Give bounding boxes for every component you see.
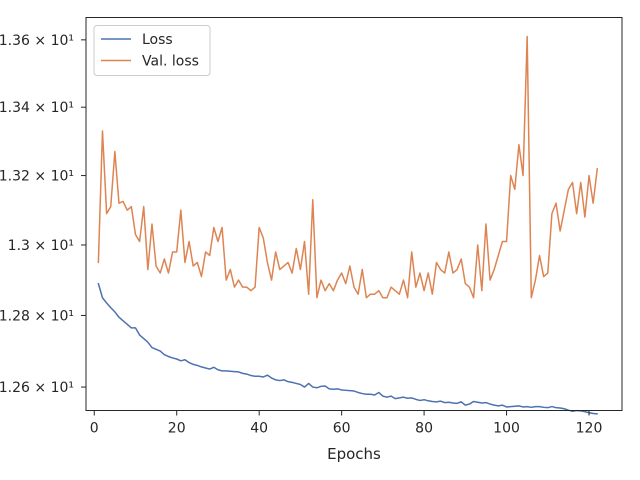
x-tick-label: 20 — [168, 421, 186, 437]
x-tick-label: 0 — [90, 421, 99, 437]
y-tick-label: 1.32 × 10¹ — [0, 169, 74, 185]
plot-area — [86, 17, 622, 411]
y-tick-label: 1.34 × 10¹ — [0, 100, 74, 116]
y-tick-label: 1.26 × 10¹ — [0, 380, 74, 396]
x-tick-label: 60 — [333, 421, 351, 437]
series-line-loss — [97, 282, 599, 415]
legend-box — [93, 25, 211, 76]
axes-frame — [85, 17, 623, 411]
x-tick-label: 40 — [250, 421, 268, 437]
legend: Loss Val. loss — [93, 25, 211, 76]
x-tick-label: 100 — [493, 421, 520, 437]
x-axis-label: Epochs — [327, 445, 381, 463]
series-layer — [97, 35, 599, 415]
x-tick-label: 120 — [576, 421, 603, 437]
y-tick-label: 1.3 × 10¹ — [8, 238, 74, 254]
x-tick-label: 80 — [415, 421, 433, 437]
series-line-val-loss — [97, 35, 599, 299]
legend-label-val-loss: Val. loss — [142, 54, 199, 70]
y-tick-label: 1.28 × 10¹ — [0, 308, 74, 324]
y-tick-label: 1.36 × 10¹ — [0, 33, 74, 49]
axes-layer: 0 20 40 60 80 100 120 1.26 × 10¹ 1.28 × 10¹ 1.3 ×… — [0, 17, 623, 437]
legend-label-loss: Loss — [142, 32, 173, 48]
